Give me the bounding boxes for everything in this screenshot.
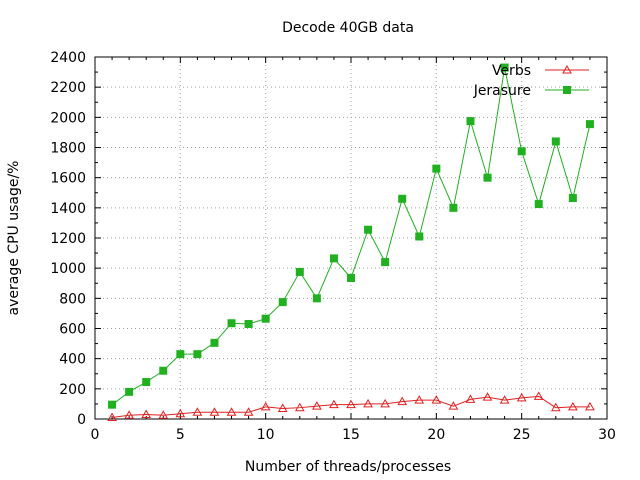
data-point-verbs: [380, 398, 390, 408]
data-point-jerasure: [312, 294, 321, 303]
data-point-verbs: [465, 394, 476, 403]
data-point-verbs: [243, 407, 254, 416]
data-point-jerasure: [483, 173, 492, 182]
data-point-jerasure: [398, 194, 407, 203]
y-tick-label: 800: [59, 291, 86, 307]
series-line-verbs: [112, 395, 590, 418]
data-point-verbs: [585, 401, 595, 411]
data-point-jerasure: [176, 350, 185, 359]
data-point-verbs: [192, 407, 203, 416]
data-point-verbs: [312, 401, 322, 410]
data-point-jerasure: [500, 63, 509, 72]
y-tick-label: 600: [59, 322, 86, 338]
data-point-jerasure: [534, 200, 543, 209]
data-point-verbs: [533, 391, 544, 400]
data-point-verbs: [346, 399, 356, 409]
grid: [95, 57, 607, 419]
data-point-verbs: [550, 402, 561, 412]
y-tick-label: 1400: [50, 201, 86, 217]
data-point-jerasure: [568, 194, 577, 203]
x-tick-label: 10: [257, 427, 275, 443]
y-tick-label: 2400: [50, 50, 86, 66]
series-layer: [107, 63, 595, 421]
y-tick-label: 1200: [50, 231, 86, 247]
data-point-verbs: [175, 408, 186, 418]
series-jerasure: [108, 63, 594, 409]
data-point-verbs: [448, 401, 459, 410]
data-point-verbs: [414, 395, 425, 404]
data-point-jerasure: [295, 267, 304, 276]
data-point-jerasure: [517, 147, 526, 156]
data-point-verbs: [141, 409, 152, 418]
series-verbs: [107, 391, 595, 421]
x-axis-label: Number of threads/processes: [245, 459, 451, 475]
legend-label-jerasure: Jerasure: [473, 83, 531, 99]
data-point-verbs: [209, 407, 220, 416]
legend-marker-verbs: [562, 64, 572, 74]
y-tick-label: 200: [59, 382, 86, 398]
data-point-jerasure: [551, 137, 560, 146]
y-tick-label: 0: [77, 412, 86, 428]
x-tick-label: 15: [342, 427, 360, 443]
data-point-jerasure: [432, 164, 441, 173]
data-point-verbs: [329, 399, 339, 409]
y-tick-label: 1000: [50, 261, 86, 277]
legend-label-verbs: Verbs: [492, 63, 531, 79]
data-point-verbs: [158, 410, 169, 419]
y-axis-label: average CPU usage/%: [6, 161, 22, 316]
data-point-jerasure: [585, 120, 594, 129]
legend: Verbs Jerasure: [473, 63, 589, 99]
data-point-jerasure: [364, 225, 373, 234]
data-point-verbs: [107, 412, 117, 421]
data-point-verbs: [277, 403, 288, 412]
data-point-verbs: [226, 407, 237, 416]
data-point-jerasure: [261, 314, 270, 323]
x-tick-label: 30: [598, 427, 616, 443]
legend-marker-jerasure: [563, 86, 571, 94]
y-tick-label: 1600: [50, 171, 86, 187]
data-point-verbs: [431, 395, 442, 404]
data-point-jerasure: [466, 117, 475, 126]
data-point-jerasure: [415, 232, 424, 241]
data-point-jerasure: [227, 319, 236, 328]
data-point-verbs: [397, 396, 408, 406]
x-tick-label: 25: [513, 427, 531, 443]
data-point-verbs: [260, 401, 271, 411]
data-point-verbs: [363, 398, 373, 408]
x-tick-label: 0: [91, 427, 100, 443]
data-point-verbs: [499, 395, 510, 404]
data-point-jerasure: [449, 203, 458, 212]
data-point-jerasure: [329, 254, 338, 263]
y-tick-label: 2200: [50, 80, 86, 96]
x-tick-label: 20: [427, 427, 445, 443]
data-point-verbs: [294, 402, 305, 412]
y-tick-label: 2000: [50, 110, 86, 126]
axis-ticks: 0 5 10 15 20 25 30 0 200 400 600 800 1000 1200 1400 160…: [50, 50, 616, 443]
y-tick-label: 400: [59, 352, 86, 368]
chart-title: Decode 40GB data: [282, 20, 414, 36]
data-point-verbs: [516, 392, 527, 402]
data-point-verbs: [482, 392, 493, 401]
data-point-jerasure: [193, 350, 202, 359]
data-point-jerasure: [278, 298, 287, 307]
data-point-jerasure: [210, 338, 219, 347]
data-point-jerasure: [142, 378, 151, 387]
data-point-jerasure: [159, 366, 168, 375]
x-tick-label: 5: [176, 427, 185, 443]
data-point-jerasure: [108, 400, 117, 409]
y-tick-label: 1800: [50, 141, 86, 157]
data-point-jerasure: [125, 387, 134, 396]
data-point-verbs: [568, 401, 578, 411]
data-point-jerasure: [381, 258, 390, 267]
data-point-jerasure: [244, 319, 253, 328]
data-point-jerasure: [347, 273, 355, 282]
data-point-verbs: [124, 410, 134, 419]
